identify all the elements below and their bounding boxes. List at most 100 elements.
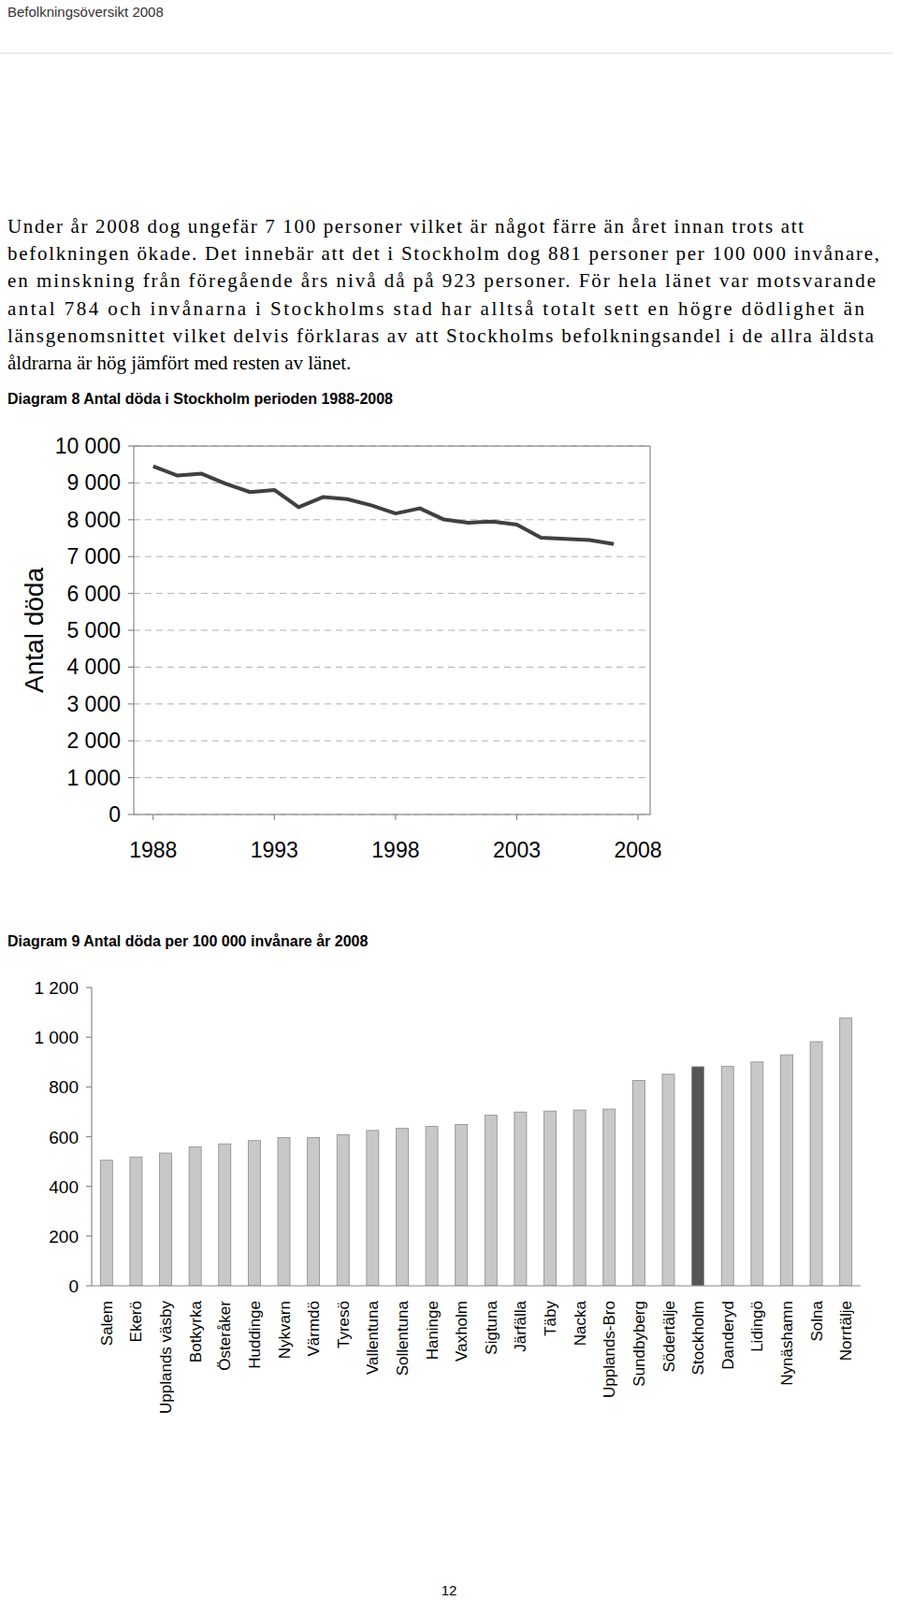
bar [840,1018,853,1287]
plot-data [100,1018,852,1287]
x-tick-label: 1998 [371,838,420,863]
x-tick-label: Danderyd [719,1301,738,1371]
bar [692,1067,705,1287]
x-tick-label: Vallentuna [363,1300,382,1376]
bar [247,1141,261,1287]
header-rule [0,53,894,55]
y-tick [86,1235,92,1237]
y-tick-label: 5 000 [66,618,121,643]
x-tick-label: Tyresö [334,1301,353,1349]
grid-line [133,666,651,668]
x-tick-label: 2008 [613,838,662,863]
y-tick-label: 9 000 [66,470,121,495]
grid-line [133,556,651,558]
bar [573,1110,586,1287]
x-tick-label: 1993 [250,838,299,863]
plot-data [153,466,614,545]
y-tick [128,813,134,815]
grid-line [133,593,651,594]
x-tick-label: Österåker [216,1301,234,1372]
chart-9: 02004006008001 0001 200SalemEkeröUppland… [33,978,861,1415]
x-tick-label: Södertälje [660,1301,679,1374]
y-tick-label: 1 000 [33,1028,79,1048]
paragraph-line: en minskning från föregående års nivå då… [7,269,876,292]
x-tick [516,814,518,821]
x-tick-label: Järfälla [511,1300,530,1352]
header-title: Befolkningsöversikt 2008 [7,3,164,20]
x-tick-label: Lidingö [748,1301,767,1353]
y-tick-label: 7 000 [66,544,121,569]
x-tick-label: Solna [808,1300,826,1342]
grid-line [133,703,651,705]
x-tick-label: Upplands-Bro [600,1301,619,1399]
x-tick-label: Nykvarn [275,1301,294,1360]
bar [780,1055,793,1287]
bar [632,1080,645,1287]
x-tick [274,814,276,821]
x-tick-label: 1988 [129,838,177,863]
paragraph-line: länsgenomsnittet vilket delvis förklaras… [7,324,875,348]
bar [751,1062,764,1287]
x-tick-label: Täby [541,1301,560,1337]
bar [159,1153,173,1287]
y-tick-label: 1 200 [33,978,79,999]
bar [455,1124,468,1287]
bar [425,1127,438,1287]
chart-title: Diagram 9 Antal döda per 100 000 invånar… [7,933,368,950]
bar [484,1115,497,1287]
y-tick [128,666,134,668]
grid-line [133,777,651,779]
y-tick [128,777,134,779]
x-tick-label: Botkyrka [187,1300,205,1363]
x-tick-label: Stockholm [689,1301,708,1376]
y-tick [86,1285,92,1287]
x-tick [394,814,396,821]
y-tick-label: 8 000 [66,507,121,533]
paragraph-line: antal 784 och invånarna i Stockholms sta… [7,297,865,320]
y-tick-label: 6 000 [66,581,121,607]
y-tick [128,482,134,484]
y-axis-label: Antal döda [19,567,49,694]
y-tick-label: 2 000 [66,728,121,754]
x-tick-label: Sollentuna [393,1300,412,1376]
chart-8: 01 0002 0003 0004 0005 0006 0007 0008 00… [19,434,663,863]
bar [721,1066,734,1287]
bar [100,1160,113,1287]
y-tick [128,740,134,742]
paragraph-line: åldrarna är hög jämfört med resten av lä… [7,351,351,375]
y-tick-label: 800 [48,1077,79,1098]
bar [662,1074,675,1287]
y-tick [86,1037,92,1039]
y-tick [86,1186,92,1188]
plot-frame [133,446,651,815]
bar [307,1138,320,1287]
bar [277,1138,290,1287]
bar [130,1157,143,1287]
y-tick-label: 10 000 [55,434,121,459]
bar [366,1130,379,1287]
paragraph-line: befolkningen ökade. Det innebär att det … [7,242,880,265]
bar [810,1042,823,1287]
x-tick-label: Sigtuna [482,1300,501,1355]
y-tick-label: 1 000 [66,766,121,791]
y-tick [128,593,134,594]
y-tick-label: 600 [48,1128,79,1148]
x-tick [637,814,638,821]
x-tick-label: Nynäshamn [778,1301,797,1387]
x-tick-label: Värmdö [304,1301,323,1358]
bar [188,1146,202,1287]
grid-line [133,630,651,632]
y-tick [128,629,134,631]
x-tick-label: Sundbyberg [630,1301,649,1388]
y-tick-label: 0 [68,1276,79,1297]
y-tick-label: 200 [48,1227,79,1247]
y-tick [128,556,134,558]
x-tick-label: 2003 [492,838,541,863]
y-tick-label: 3 000 [66,692,121,717]
chart-title: Diagram 8 Antal döda i Stockholm periode… [7,391,393,407]
page-number: 12 [441,1582,458,1599]
bar [603,1109,616,1287]
x-tick [152,814,154,821]
y-tick [86,1086,92,1088]
bar [395,1129,408,1287]
